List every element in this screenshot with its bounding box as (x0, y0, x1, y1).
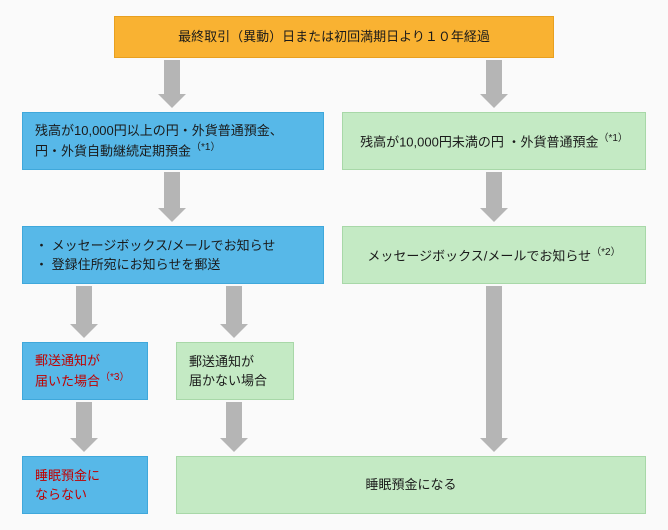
node-text: 睡眠預金に ならない (35, 466, 100, 505)
flow-arrow (164, 60, 180, 96)
node-balance-over-10000: 残高が10,000円以上の円・外貨普通預金、 円・外貨自動継続定期預金（*1） (22, 112, 324, 170)
flow-arrow (76, 402, 92, 440)
node-becomes-dormant: 睡眠預金になる (176, 456, 646, 514)
node-notify-messagebox-and-mail: ・ メッセージボックス/メールでお知らせ ・ 登録住所宛にお知らせを郵送 (22, 226, 324, 284)
node-text: ・ メッセージボックス/メールでお知らせ ・ 登録住所宛にお知らせを郵送 (35, 236, 275, 275)
node-balance-under-10000: 残高が10,000円未満の円 ・外貨普通預金（*1） (342, 112, 646, 170)
node-notify-messagebox-only: メッセージボックス/メールでお知らせ（*2） (342, 226, 646, 284)
node-text: 残高が10,000円以上の円・外貨普通預金、 円・外貨自動継続定期預金（*1） (35, 121, 283, 161)
flowchart-canvas: 最終取引（異動）日または初回満期日より１０年経過 残高が10,000円以上の円・… (4, 4, 664, 526)
flow-arrow (486, 60, 502, 96)
node-text: 睡眠預金になる (365, 475, 456, 495)
node-start: 最終取引（異動）日または初回満期日より１０年経過 (114, 16, 554, 58)
node-mail-arrived: 郵送通知が 届いた場合（*3） (22, 342, 148, 400)
node-mail-not-arrived: 郵送通知が 届かない場合 (176, 342, 294, 400)
flow-arrow (226, 286, 242, 326)
flow-arrow (486, 286, 502, 440)
node-text: 郵送通知が 届かない場合 (189, 352, 267, 391)
node-text: 郵送通知が 届いた場合（*3） (35, 351, 129, 391)
flow-arrow (76, 286, 92, 326)
node-start-text: 最終取引（異動）日または初回満期日より１０年経過 (178, 27, 490, 47)
flow-arrow (226, 402, 242, 440)
node-text: メッセージボックス/メールでお知らせ（*2） (367, 245, 620, 266)
flow-arrow (486, 172, 502, 210)
flow-arrow (164, 172, 180, 210)
node-not-dormant: 睡眠預金に ならない (22, 456, 148, 514)
node-text: 残高が10,000円未満の円 ・外貨普通預金（*1） (360, 131, 628, 152)
